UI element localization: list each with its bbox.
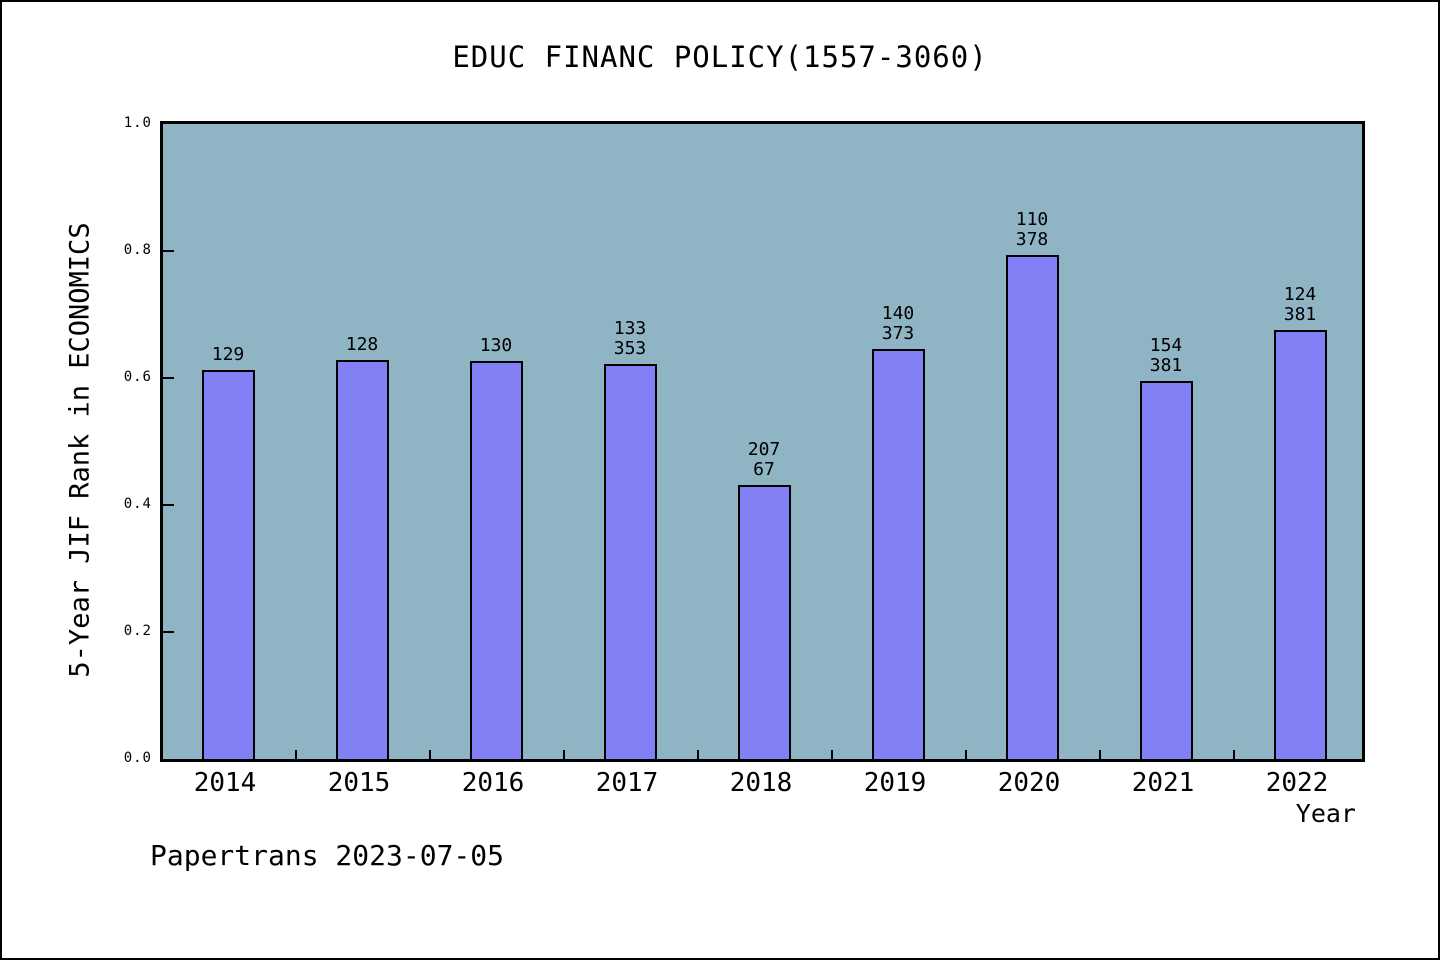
- bar-annotation-line: 124: [1283, 284, 1317, 305]
- y-tick-mark: [163, 377, 174, 379]
- bar: [604, 364, 657, 759]
- plot-area: 129 128 130 133 353 207 67 140 373 110 378 154 381 12…: [160, 121, 1365, 762]
- y-tick-label: 1.0: [123, 115, 152, 131]
- bar-annotation-line: 140: [881, 303, 915, 324]
- x-minor-tick-mark: [1233, 750, 1235, 759]
- y-tick-mark: [163, 504, 174, 506]
- bar-annotation: 129: [212, 345, 245, 365]
- x-minor-tick-mark: [429, 750, 431, 759]
- bar: [872, 349, 925, 759]
- x-minor-tick-mark: [697, 750, 699, 759]
- bar-annotation-line: 129: [211, 344, 245, 365]
- x-tick-label: 2016: [461, 768, 525, 798]
- bar-annotation-line: 207: [747, 439, 781, 460]
- x-tick-label: 2017: [595, 768, 659, 798]
- x-minor-tick-mark: [1099, 750, 1101, 759]
- x-axis-title: Year: [1295, 799, 1356, 828]
- bar-annotation-line: 67: [753, 459, 775, 480]
- x-tick-label: 2015: [327, 768, 391, 798]
- bar: [1006, 255, 1059, 759]
- x-tick-label: 2019: [863, 768, 927, 798]
- bar-annotation: 154 381: [1150, 336, 1183, 376]
- x-minor-tick-mark: [831, 750, 833, 759]
- y-tick-label: 0.2: [123, 623, 152, 639]
- bar-annotation-line: 128: [345, 334, 379, 355]
- y-tick-label: 0.6: [123, 369, 152, 385]
- chart-title: EDUC FINANC POLICY(1557-3060): [452, 40, 988, 74]
- bar: [738, 485, 791, 759]
- bar-annotation-line: 373: [881, 323, 915, 344]
- bar: [1274, 330, 1327, 759]
- bar-annotation-line: 381: [1149, 355, 1183, 376]
- bar: [1140, 381, 1193, 759]
- x-minor-tick-mark: [295, 750, 297, 759]
- bar: [336, 360, 389, 759]
- bar-annotation: 110 378: [1016, 210, 1049, 250]
- x-tick-label: 2021: [1131, 768, 1195, 798]
- bar-annotation-line: 130: [479, 335, 513, 356]
- bar-annotation: 133 353: [614, 319, 647, 359]
- bar-annotation-line: 133: [613, 318, 647, 339]
- y-axis-title: 5-Year JIF Rank in ECONOMICS: [64, 222, 96, 678]
- bar-annotation-line: 353: [613, 338, 647, 359]
- x-tick-label: 2022: [1265, 768, 1329, 798]
- bar-annotation: 128: [346, 335, 379, 355]
- bar-annotation-line: 378: [1015, 229, 1049, 250]
- bar-annotation: 207 67: [748, 440, 781, 480]
- x-minor-tick-mark: [965, 750, 967, 759]
- bar-annotation-line: 381: [1283, 304, 1317, 325]
- x-axis-tick-labels: 2014 2015 2016 2017 2018 2019 2020 2021 2022: [160, 768, 1365, 802]
- bar-annotation: 130: [480, 336, 513, 356]
- bar: [470, 361, 523, 759]
- x-tick-label: 2018: [729, 768, 793, 798]
- watermark-text: Papertrans 2023-07-05: [150, 839, 505, 872]
- bar: [202, 370, 255, 759]
- y-tick-label: 0.8: [123, 242, 152, 258]
- bar-annotation-line: 154: [1149, 335, 1183, 356]
- x-tick-label: 2014: [193, 768, 257, 798]
- x-tick-label: 2020: [997, 768, 1061, 798]
- bar-annotation: 140 373: [882, 304, 915, 344]
- y-tick-mark: [163, 631, 174, 633]
- bar-annotation-line: 110: [1015, 209, 1049, 230]
- bar-annotation: 124 381: [1284, 285, 1317, 325]
- y-tick-label: 0.4: [123, 496, 152, 512]
- x-minor-tick-mark: [563, 750, 565, 759]
- y-tick-mark: [163, 250, 174, 252]
- y-tick-label: 0.0: [123, 750, 152, 766]
